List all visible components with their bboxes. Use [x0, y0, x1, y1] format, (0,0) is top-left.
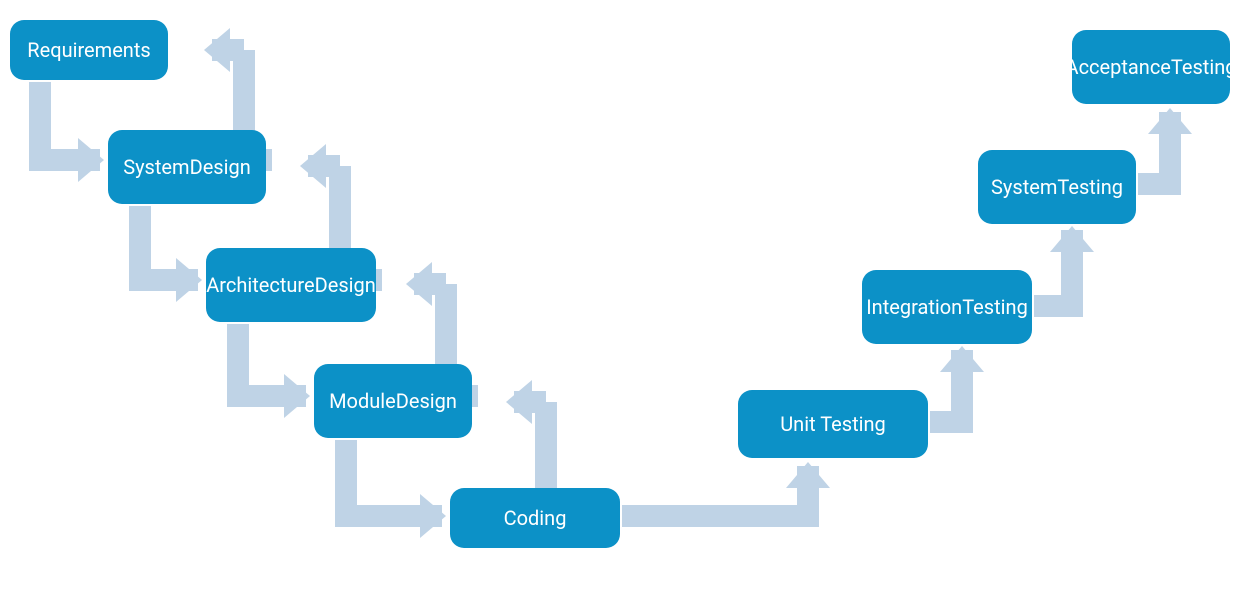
- node-label-line: Integration: [866, 295, 962, 319]
- arrow-path: [140, 206, 198, 280]
- node-label-line: System: [991, 175, 1057, 199]
- arrow-path: [40, 82, 100, 160]
- v-model-diagram: RequirementsSystemDesignArchitectureDesi…: [0, 0, 1245, 610]
- node-label-line: Acceptance: [1066, 55, 1171, 79]
- node-unit-testing: Unit Testing: [738, 390, 928, 458]
- node-system-design: SystemDesign: [108, 130, 266, 204]
- node-coding: Coding: [450, 488, 620, 548]
- arrows-layer: [0, 0, 1245, 610]
- node-label-line: Coding: [504, 506, 567, 530]
- node-integration-testing: IntegrationTesting: [862, 270, 1032, 344]
- node-label-line: Design: [190, 155, 251, 179]
- arrowhead: [176, 258, 202, 302]
- node-label-line: Testing: [1057, 175, 1123, 199]
- node-label-line: Module: [329, 389, 396, 413]
- arrowhead: [1148, 108, 1192, 134]
- node-label-line: System: [123, 155, 189, 179]
- node-module-design: ModuleDesign: [314, 364, 472, 438]
- node-label-line: Requirements: [27, 38, 150, 62]
- arrowhead: [420, 494, 446, 538]
- node-requirements: Requirements: [10, 20, 168, 80]
- node-acceptance-testing: AcceptanceTesting: [1072, 30, 1230, 104]
- node-label-line: Design: [396, 389, 457, 413]
- node-label-line: Testing: [1171, 55, 1237, 79]
- arrowhead: [1050, 226, 1094, 252]
- node-label-line: Testing: [962, 295, 1028, 319]
- arrow-path: [622, 466, 808, 516]
- arrowhead: [940, 346, 984, 372]
- node-label-line: Unit Testing: [780, 412, 886, 436]
- node-system-testing: SystemTesting: [978, 150, 1136, 224]
- node-label-line: Design: [315, 273, 376, 297]
- node-label-line: Architecture: [206, 273, 314, 297]
- arrowhead: [78, 138, 104, 182]
- arrowhead: [786, 462, 830, 488]
- node-architecture-design: ArchitectureDesign: [206, 248, 376, 322]
- arrowhead: [284, 374, 310, 418]
